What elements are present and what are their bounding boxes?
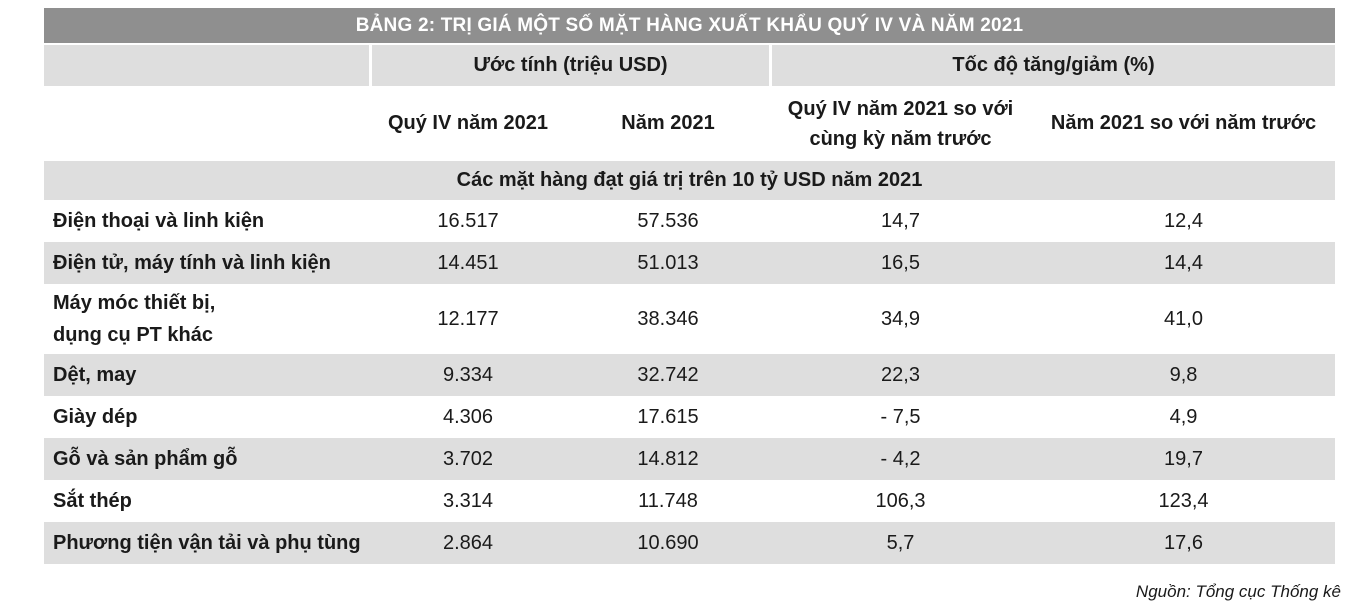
export-table: Ước tính (triệu USD) Tốc độ tăng/giảm (%… (44, 45, 1336, 564)
row-name-line1: Máy móc thiết bị, (53, 292, 216, 314)
row-year-growth: 19,7 (1032, 438, 1336, 480)
row-year-growth: 12,4 (1032, 200, 1336, 242)
row-q4-growth: 34,9 (769, 284, 1033, 354)
row-name: Điện tử, máy tính và linh kiện (44, 242, 369, 284)
row-year-value: 14.812 (567, 438, 770, 480)
row-year-growth: 17,6 (1032, 522, 1336, 564)
header-empty-cell (44, 45, 369, 86)
row-year-value: 38.346 (567, 284, 770, 354)
header-empty-cell (44, 86, 369, 161)
table-row: Sắt thép 3.314 11.748 106,3 123,4 (44, 480, 1336, 522)
row-q4-value: 16.517 (369, 200, 567, 242)
section-row: Các mặt hàng đạt giá trị trên 10 tỷ USD … (44, 161, 1336, 200)
table-row: Dệt, may 9.334 32.742 22,3 9,8 (44, 354, 1336, 396)
section-title: Các mặt hàng đạt giá trị trên 10 tỷ USD … (44, 161, 1336, 200)
table-row: Phương tiện vận tải và phụ tùng 2.864 10… (44, 522, 1336, 564)
row-name: Sắt thép (44, 480, 369, 522)
row-year-growth: 123,4 (1032, 480, 1336, 522)
row-name: Máy móc thiết bị, dụng cụ PT khác (44, 284, 369, 354)
header-year-growth: Năm 2021 so với năm trước (1032, 86, 1336, 161)
row-q4-value: 3.314 (369, 480, 567, 522)
header-q4-growth-line2: cùng kỳ năm trước (809, 127, 992, 150)
row-name: Gỗ và sản phẩm gỗ (44, 438, 369, 480)
row-q4-growth: 5,7 (769, 522, 1033, 564)
header-q4-growth-line1: Quý IV năm 2021 so với (787, 97, 1014, 120)
row-q4-growth: 106,3 (769, 480, 1033, 522)
row-q4-growth: - 4,2 (769, 438, 1033, 480)
table-row: Giày dép 4.306 17.615 - 7,5 4,9 (44, 396, 1336, 438)
row-year-value: 17.615 (567, 396, 770, 438)
header-estimate-group: Ước tính (triệu USD) (369, 45, 770, 86)
row-year-growth: 14,4 (1032, 242, 1336, 284)
row-q4-value: 3.702 (369, 438, 567, 480)
table-title: BẢNG 2: TRỊ GIÁ MỘT SỐ MẶT HÀNG XUẤT KHẨ… (44, 8, 1335, 43)
header-q4-value: Quý IV năm 2021 (369, 86, 567, 161)
table-row: Máy móc thiết bị, dụng cụ PT khác 12.177… (44, 284, 1336, 354)
row-year-value: 11.748 (567, 480, 770, 522)
row-year-value: 32.742 (567, 354, 770, 396)
table-row: Điện tử, máy tính và linh kiện 14.451 51… (44, 242, 1336, 284)
row-name-line2: dụng cụ PT khác (53, 324, 214, 346)
header-group-row: Ước tính (triệu USD) Tốc độ tăng/giảm (%… (44, 45, 1336, 86)
row-q4-value: 4.306 (369, 396, 567, 438)
header-year-value: Năm 2021 (567, 86, 770, 161)
row-q4-value: 12.177 (369, 284, 567, 354)
row-year-value: 57.536 (567, 200, 770, 242)
row-q4-growth: 22,3 (769, 354, 1033, 396)
row-year-value: 10.690 (567, 522, 770, 564)
header-growth-group: Tốc độ tăng/giảm (%) (769, 45, 1336, 86)
row-q4-value: 2.864 (369, 522, 567, 564)
header-column-row: Quý IV năm 2021 Năm 2021 Quý IV năm 2021… (44, 86, 1336, 161)
row-q4-value: 9.334 (369, 354, 567, 396)
source-note: Nguồn: Tổng cục Thống kê (1135, 582, 1341, 601)
row-name: Dệt, may (44, 354, 369, 396)
export-table-container: BẢNG 2: TRỊ GIÁ MỘT SỐ MẶT HÀNG XUẤT KHẨ… (44, 8, 1336, 564)
row-q4-value: 14.451 (369, 242, 567, 284)
table-row: Gỗ và sản phẩm gỗ 3.702 14.812 - 4,2 19,… (44, 438, 1336, 480)
row-q4-growth: 16,5 (769, 242, 1033, 284)
row-name: Giày dép (44, 396, 369, 438)
row-year-growth: 4,9 (1032, 396, 1336, 438)
row-year-growth: 41,0 (1032, 284, 1336, 354)
row-name: Điện thoại và linh kiện (44, 200, 369, 242)
table-row: Điện thoại và linh kiện 16.517 57.536 14… (44, 200, 1336, 242)
row-q4-growth: 14,7 (769, 200, 1033, 242)
row-q4-growth: - 7,5 (769, 396, 1033, 438)
row-name: Phương tiện vận tải và phụ tùng (44, 522, 369, 564)
row-year-growth: 9,8 (1032, 354, 1336, 396)
row-year-value: 51.013 (567, 242, 770, 284)
header-q4-growth: Quý IV năm 2021 so với cùng kỳ năm trước (769, 86, 1033, 161)
